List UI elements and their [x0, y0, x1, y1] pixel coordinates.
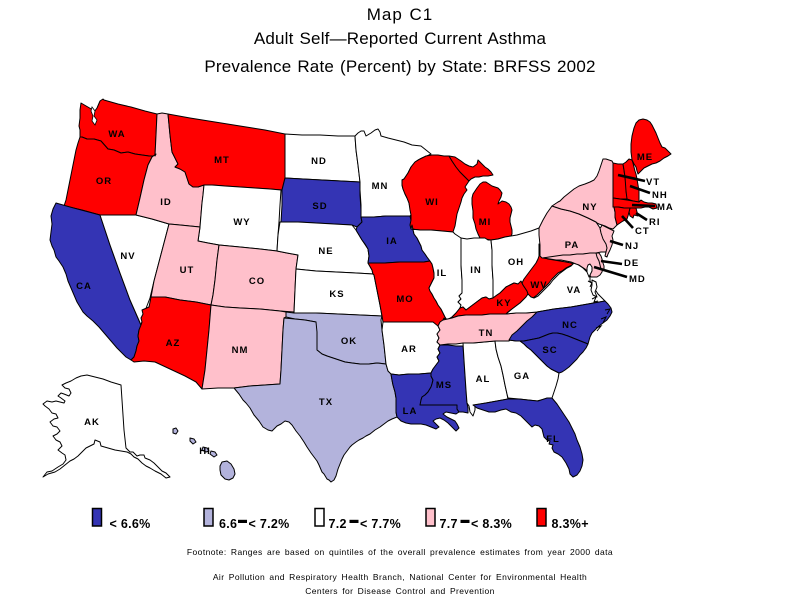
- svg-text:NY: NY: [582, 202, 597, 213]
- svg-text:MN: MN: [372, 181, 389, 192]
- svg-text:6.6: 6.6: [219, 517, 237, 531]
- svg-text:7.7: 7.7: [440, 517, 458, 531]
- svg-text:NM: NM: [232, 345, 249, 356]
- svg-text:MA: MA: [657, 202, 674, 213]
- svg-text:8.3%+: 8.3%+: [552, 517, 589, 531]
- svg-text:OK: OK: [341, 336, 357, 347]
- svg-text:TN: TN: [479, 328, 494, 339]
- svg-text:UT: UT: [180, 265, 195, 276]
- svg-text:DE: DE: [624, 258, 639, 269]
- svg-text:WV: WV: [530, 280, 547, 291]
- svg-text:IN: IN: [470, 265, 482, 276]
- svg-text:AZ: AZ: [166, 338, 181, 349]
- svg-text:CT: CT: [635, 226, 650, 237]
- svg-text:LA: LA: [403, 406, 418, 417]
- svg-text:VT: VT: [646, 177, 660, 188]
- svg-text:NJ: NJ: [625, 241, 639, 252]
- svg-text:< 7.2%: < 7.2%: [249, 517, 290, 531]
- svg-text:AK: AK: [84, 417, 100, 428]
- svg-text:ID: ID: [160, 197, 172, 208]
- svg-text:FL: FL: [546, 434, 560, 445]
- svg-text:MT: MT: [214, 155, 230, 166]
- svg-text:< 8.3%: < 8.3%: [471, 517, 512, 531]
- svg-text:PA: PA: [565, 240, 580, 251]
- svg-text:OH: OH: [508, 257, 524, 268]
- svg-text:ME: ME: [637, 152, 653, 163]
- svg-text:NV: NV: [120, 251, 135, 262]
- svg-text:AR: AR: [401, 344, 417, 355]
- svg-text:NC: NC: [562, 320, 578, 331]
- svg-text:HI: HI: [199, 446, 211, 457]
- svg-text:SD: SD: [312, 201, 327, 212]
- svg-text:SC: SC: [542, 345, 557, 356]
- svg-text:7.2: 7.2: [329, 517, 347, 531]
- svg-text:MO: MO: [396, 294, 413, 305]
- svg-text:CO: CO: [249, 276, 265, 287]
- svg-text:AL: AL: [476, 374, 491, 385]
- svg-text:MS: MS: [436, 380, 452, 391]
- svg-text:OR: OR: [96, 176, 112, 187]
- svg-text:GA: GA: [514, 371, 530, 382]
- svg-text:WA: WA: [108, 129, 125, 140]
- svg-text:MD: MD: [629, 274, 646, 285]
- svg-text:KY: KY: [496, 298, 511, 309]
- svg-text:NH: NH: [652, 190, 668, 201]
- svg-text:< 7.7%: < 7.7%: [360, 517, 401, 531]
- svg-text:ND: ND: [311, 156, 327, 167]
- svg-text:VA: VA: [567, 285, 582, 296]
- svg-text:WY: WY: [233, 217, 250, 228]
- svg-text:NE: NE: [318, 246, 333, 257]
- svg-text:CA: CA: [76, 281, 92, 292]
- svg-text:IA: IA: [386, 236, 398, 247]
- svg-text:MI: MI: [479, 217, 492, 228]
- svg-text:RI: RI: [649, 217, 661, 228]
- svg-text:WI: WI: [425, 197, 439, 208]
- svg-text:KS: KS: [329, 289, 344, 300]
- svg-text:< 6.6%: < 6.6%: [110, 517, 151, 531]
- svg-text:IL: IL: [437, 268, 447, 279]
- svg-text:TX: TX: [319, 397, 333, 408]
